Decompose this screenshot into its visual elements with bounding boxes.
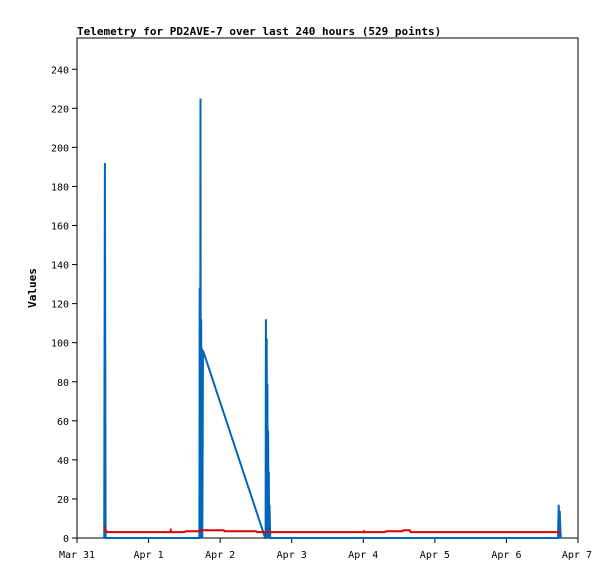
x-tick-label: Apr 4 (348, 550, 378, 561)
y-axis-label: Values (26, 268, 39, 308)
x-tick-label: Apr 1 (134, 550, 164, 561)
x-tick-label: Apr 5 (420, 550, 450, 561)
plot-area-frame (76, 37, 579, 539)
x-tick-label: Mar 31 (59, 550, 95, 561)
y-tick-label: 180 (51, 182, 69, 193)
x-tick-label: Apr 3 (277, 550, 307, 561)
y-tick-label: 200 (51, 143, 69, 154)
y-tick-label: 120 (51, 300, 69, 311)
y-tick-label: 60 (57, 417, 69, 428)
y-axis: 0 20 40 60 80 100 120 140 160 180 200 220 240 (51, 65, 77, 545)
y-tick-label: 140 (51, 261, 69, 272)
y-tick-label: 220 (51, 104, 69, 115)
series-layer (103, 98, 562, 539)
x-tick-label: Apr 2 (205, 550, 235, 561)
y-tick-label: 100 (51, 339, 69, 350)
y-tick-label: 0 (63, 534, 69, 545)
series-line-1 (103, 98, 562, 539)
y-tick-label: 40 (57, 456, 69, 467)
x-tick-label: Apr 6 (491, 550, 521, 561)
y-tick-label: 160 (51, 222, 69, 233)
chart-title: Telemetry for PD2AVE-7 over last 240 hou… (77, 25, 441, 38)
y-tick-label: 20 (57, 495, 69, 506)
y-tick-label: 240 (51, 65, 69, 76)
x-tick-label: Apr 7 (562, 550, 592, 561)
series-line-2 (103, 525, 561, 534)
y-tick-label: 80 (57, 378, 69, 389)
x-axis: Mar 31 Apr 1 Apr 2 Apr 3 Apr 4 Apr 5 Apr 6 Apr … (59, 538, 592, 561)
